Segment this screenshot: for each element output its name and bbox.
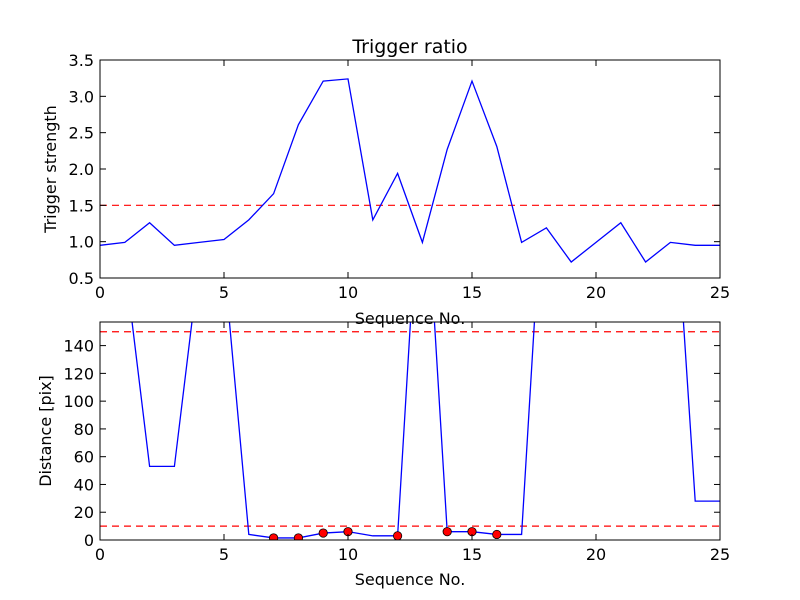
axes-frame-bottom xyxy=(99,321,721,541)
y-tick-label: 3.5 xyxy=(69,51,94,70)
y-tick-label: 140 xyxy=(63,337,94,356)
x-tick-label: 25 xyxy=(710,283,730,302)
data-point-marker xyxy=(269,533,279,540)
x-tick-label: 10 xyxy=(338,545,358,564)
y-tick-label: 100 xyxy=(63,392,94,411)
data-point-marker xyxy=(293,533,303,540)
x-tick-label: 0 xyxy=(95,545,105,564)
y-tick-label: 60 xyxy=(74,448,94,467)
y-tick-label: 40 xyxy=(74,475,94,494)
distance-panel: 0 5 10 15 20 25 0 20 40 60 80 100 120 140 Sequence No… xyxy=(36,321,730,589)
x-axis-label-bottom: Sequence No. xyxy=(355,570,466,589)
x-tick-label: 5 xyxy=(219,545,229,564)
x-tick-label: 5 xyxy=(219,283,229,302)
trigger-ratio-panel: Trigger ratio 0 5 10 15 20 25 0.5 1.0 1.5 2.0 2.5 3… xyxy=(41,36,730,328)
y-axis-label-top: Trigger strength xyxy=(41,105,60,234)
y-tick-label: 120 xyxy=(63,364,94,383)
y-tick-label: 1.0 xyxy=(69,233,94,252)
data-point-marker xyxy=(393,531,403,540)
plot-area-bottom xyxy=(100,322,720,540)
plot-area-top xyxy=(100,78,720,263)
data-point-marker xyxy=(442,527,452,537)
y-tick-label: 80 xyxy=(74,420,94,439)
y-tick-label: 2.0 xyxy=(69,160,94,179)
x-tick-label: 15 xyxy=(462,283,482,302)
x-tick-label: 10 xyxy=(338,283,358,302)
axes-frame-top xyxy=(99,59,721,279)
data-point-marker xyxy=(318,528,328,538)
y-tick-label: 1.5 xyxy=(69,196,94,215)
ticks-bottom: 0 5 10 15 20 25 0 20 40 60 80 100 120 140 xyxy=(63,322,730,564)
y-tick-label: 20 xyxy=(74,503,94,522)
y-axis-label-bottom: Distance [pix] xyxy=(36,375,55,487)
series-line xyxy=(131,322,720,539)
x-tick-label: 25 xyxy=(710,545,730,564)
x-tick-label: 20 xyxy=(586,545,606,564)
y-tick-label: 3.0 xyxy=(69,87,94,106)
y-tick-label: 0.5 xyxy=(69,269,94,288)
chart-title: Trigger ratio xyxy=(351,36,467,58)
x-tick-label: 15 xyxy=(462,545,482,564)
y-tick-label: 2.5 xyxy=(69,124,94,143)
y-tick-label: 0 xyxy=(84,531,94,550)
x-tick-label: 20 xyxy=(586,283,606,302)
x-tick-label: 0 xyxy=(95,283,105,302)
data-point-marker xyxy=(492,529,502,540)
ticks-top: 0 5 10 15 20 25 0.5 1.0 1.5 2.0 2.5 3.0 3.5 xyxy=(69,51,731,302)
x-axis-label-top: Sequence No. xyxy=(355,309,466,328)
series-line xyxy=(100,78,720,263)
